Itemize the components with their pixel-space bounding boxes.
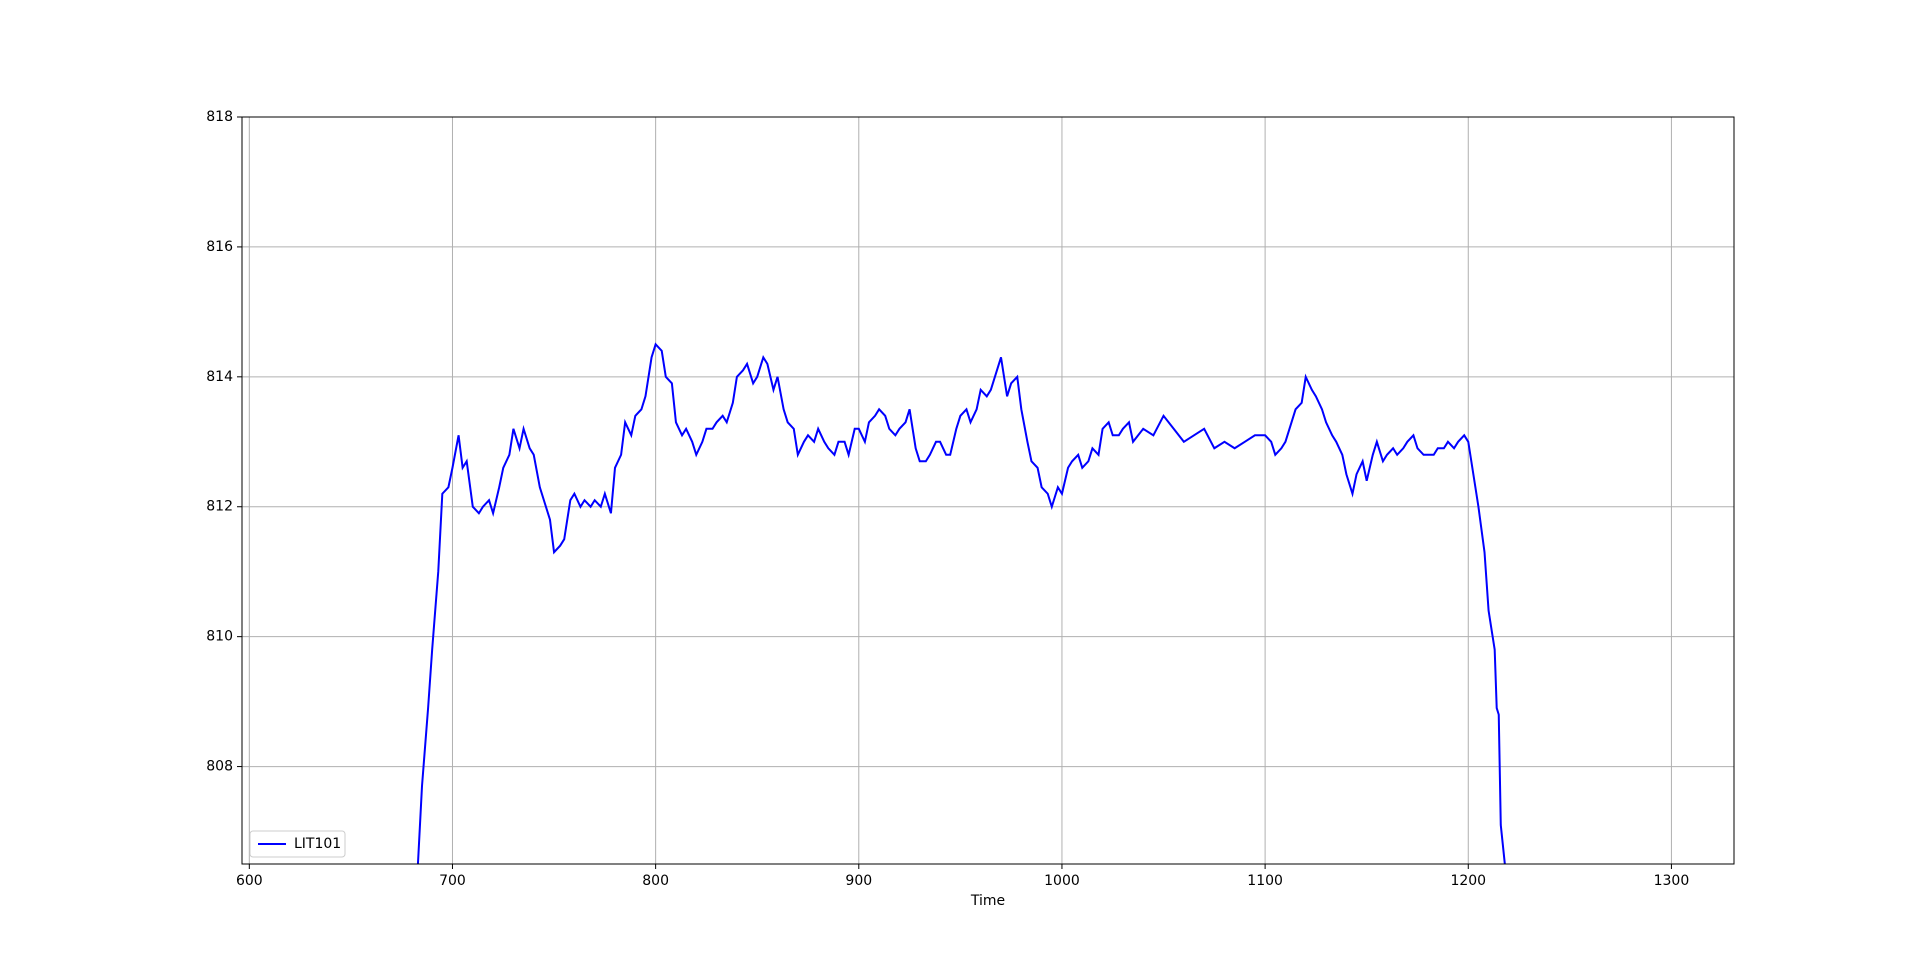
x-tick-label: 1300 [1654,873,1690,889]
axes-frame [241,116,1735,865]
y-tick-label: 808 [206,759,233,775]
legend-box [249,830,346,858]
y-tick-label: 818 [206,109,233,125]
x-tick-label: 800 [642,873,669,889]
x-tick-label: 1100 [1247,873,1283,889]
plot-area [416,342,1506,864]
line-series [416,342,1506,864]
x-tick-label: 1000 [1044,873,1080,889]
y-tick-label: 810 [206,629,233,645]
y-tick-label: 814 [206,369,233,385]
x-tick-label: 600 [236,873,263,889]
x-tick-label: 700 [439,873,466,889]
legend-label: LIT101 [294,836,341,852]
x-tick-label: 900 [845,873,872,889]
y-tick-label: 812 [206,499,233,515]
x-axis-label: Time [970,893,1005,909]
x-tick-label: 1200 [1450,873,1486,889]
y-tick-label: 816 [206,239,233,255]
